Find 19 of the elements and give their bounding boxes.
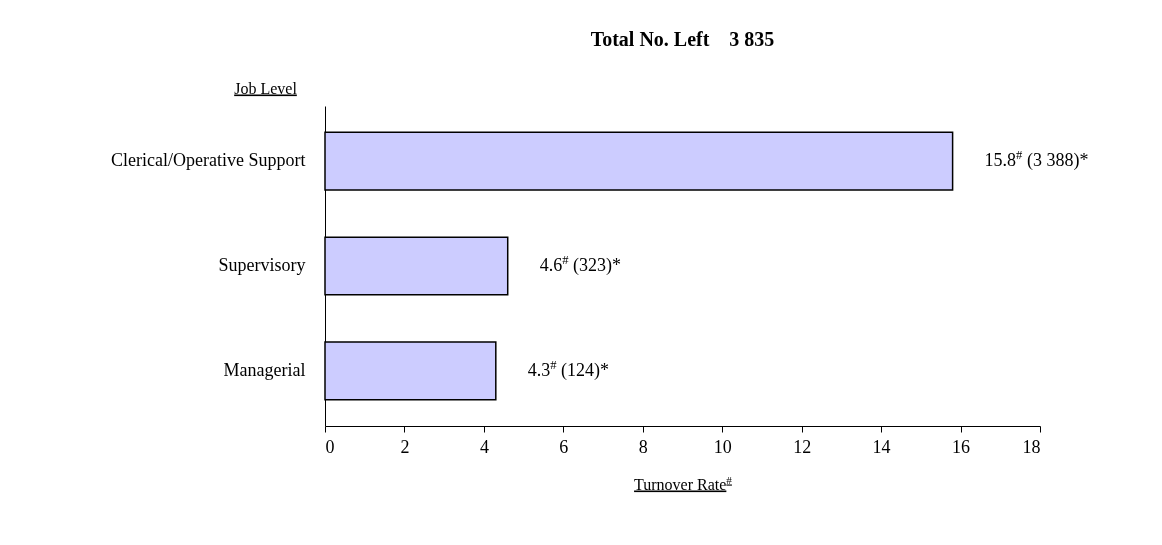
y-tick-label: Clerical/Operative Support (111, 150, 306, 171)
x-axis-title: Turnover Rate$^{#}$ (634, 473, 733, 493)
x-tick-label: 12 (793, 436, 812, 457)
x-tick-label: 16 (952, 436, 971, 457)
data-label: 4.3$^{#}$ (124)* (527, 357, 610, 381)
y-tick-label: Supervisory (218, 255, 306, 275)
x-tick-label: 2 (400, 436, 410, 457)
x-tick-label: 8 (638, 436, 648, 457)
y-tick-label: Managerial (223, 359, 306, 380)
x-tick-label: 0 (325, 436, 335, 457)
chart-title: Total No. Left 3 835 (590, 28, 775, 50)
data-label: 4.6$^{#}$ (323)* (539, 253, 622, 276)
x-tick-label: 10 (713, 436, 732, 457)
x-tick-label: 6 (559, 436, 569, 457)
x-tick-label: 4 (479, 436, 489, 457)
x-tick-label: 14 (872, 436, 891, 457)
x-tick-label: 18 (1022, 436, 1041, 457)
y-axis-title: Job Level (234, 79, 298, 97)
data-label: 15.8$^{#}$ (3 388)* (984, 148, 1089, 172)
